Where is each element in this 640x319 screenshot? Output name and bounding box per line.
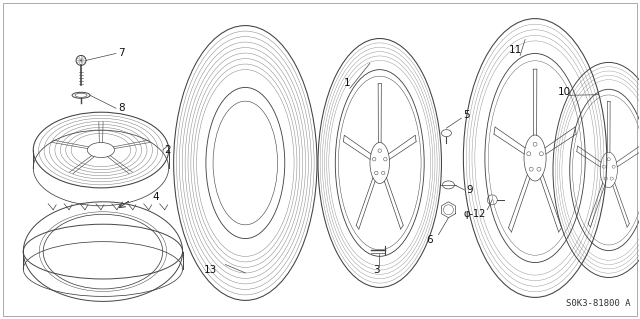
Text: 5: 5: [463, 110, 470, 120]
Text: 9: 9: [467, 185, 473, 195]
Text: 11: 11: [509, 46, 522, 56]
Text: 3: 3: [373, 264, 380, 275]
Text: 1: 1: [344, 78, 351, 88]
Text: 4: 4: [153, 192, 159, 202]
Text: 2: 2: [164, 145, 172, 155]
Text: 6: 6: [426, 235, 433, 245]
Text: S0K3-81800 A: S0K3-81800 A: [566, 299, 630, 308]
Text: 10: 10: [557, 87, 570, 97]
Text: 7: 7: [118, 48, 125, 58]
Text: 13: 13: [204, 264, 217, 275]
Text: 8: 8: [118, 103, 125, 113]
Text: φ-12: φ-12: [463, 209, 486, 219]
